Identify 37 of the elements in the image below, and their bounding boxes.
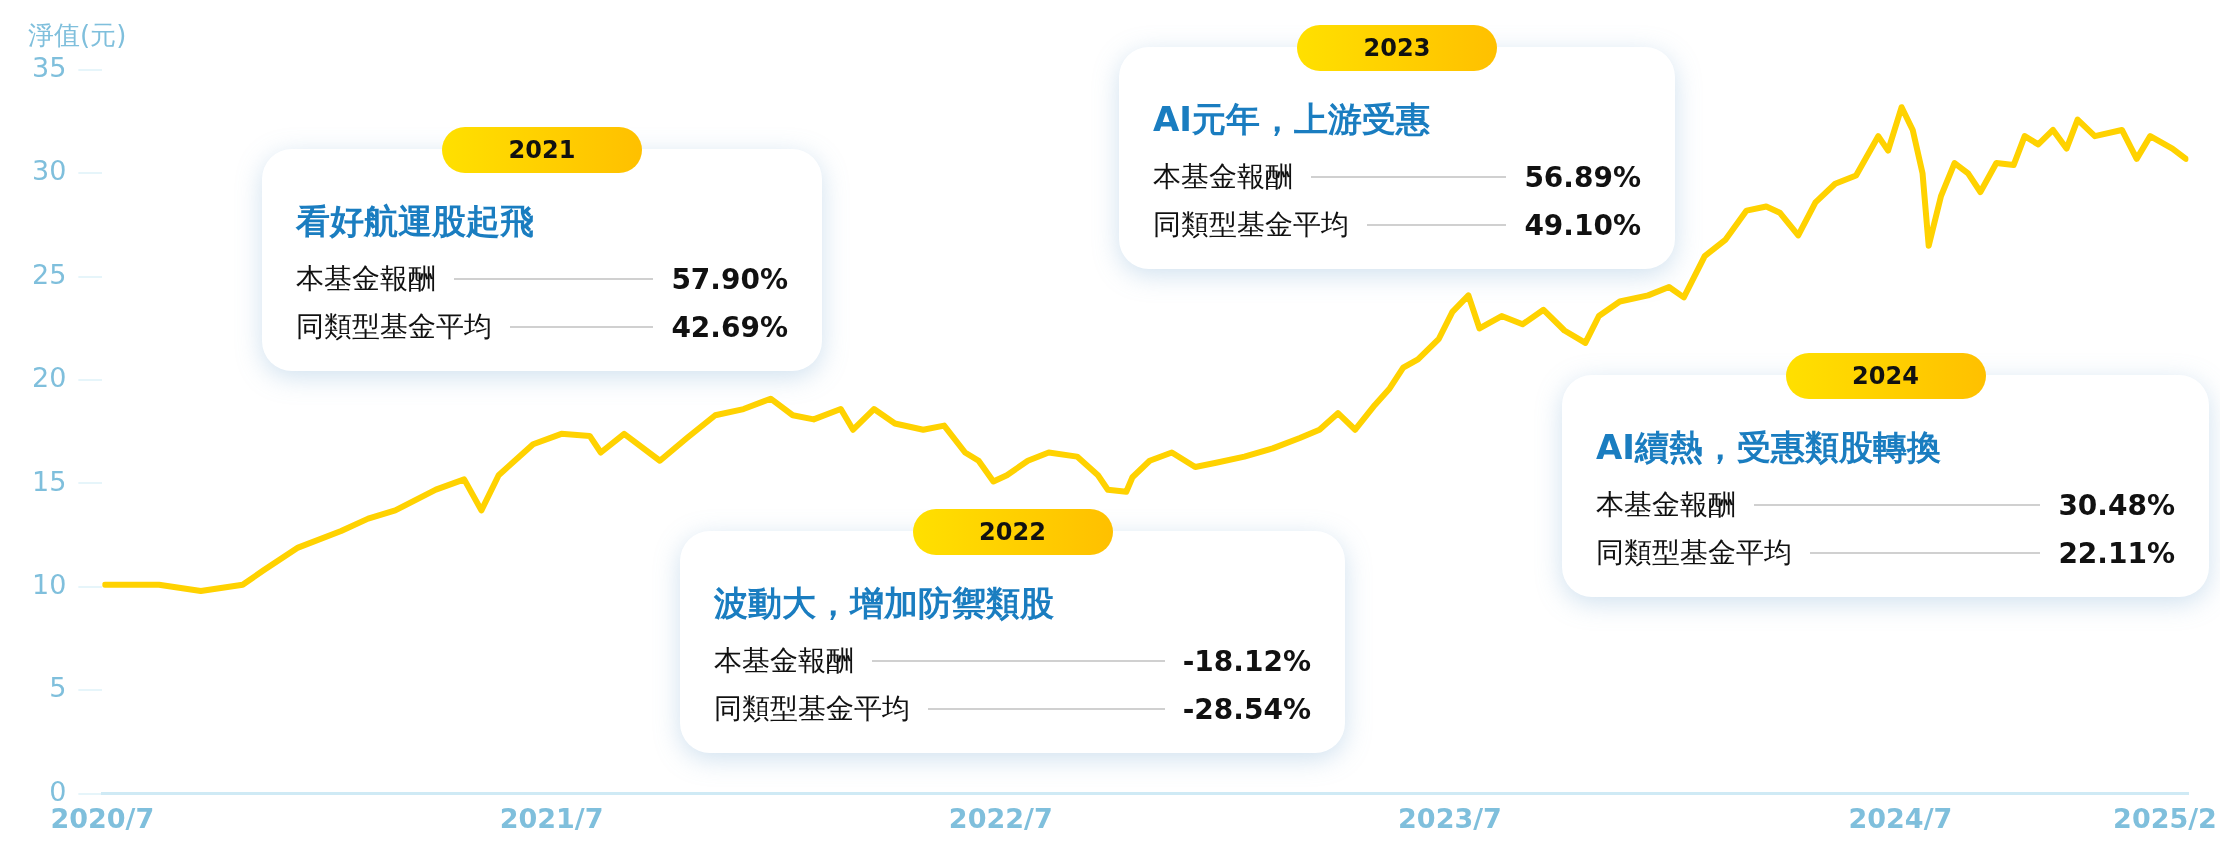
y-tick-label: 5 [49,672,67,704]
annotation: 56.89% [1524,160,1641,194]
y-axis-title: 淨值(元) [28,19,127,52]
year-badge: 2023 [1297,25,1497,71]
y-tick-label: 20 [32,362,67,394]
x-tick-label: 2023/7 [1398,802,1502,834]
annotation: AI續熱，受惠類股轉換 [1596,426,1942,469]
annotation: 同類型基金平均 [1596,535,1792,571]
y-tick-label: 15 [32,465,67,497]
annotation: 42.69% [671,310,788,344]
annotation: 同類型基金平均 [296,309,492,345]
annotation: 波動大，增加防禦類股 [714,582,1055,625]
x-tick-label: 2021/7 [499,802,604,834]
y-tick-label: 25 [32,258,67,290]
annotation: 看好航運股起飛 [296,200,535,243]
x-tick-label: 2022/7 [948,802,1053,834]
year-badge: 2022 [912,509,1113,555]
annotation: 同類型基金平均 [1153,207,1349,243]
annotation: AI元年，上游受惠 [1153,98,1431,141]
annotation: 本基金報酬 [714,643,854,679]
annotation: 30.48% [2058,488,2175,522]
annotation: 22.11% [2058,536,2175,570]
annotation: 本基金報酬 [296,261,436,297]
annotation: 49.10% [1524,208,1641,242]
annotation: 同類型基金平均 [714,691,910,727]
y-tick-label: 10 [32,568,67,600]
annotation: 本基金報酬 [1153,159,1293,195]
x-tick-label: 2025/2 [2113,802,2217,834]
annotation: 本基金報酬 [1596,487,1736,523]
y-tick-label: 30 [32,155,67,187]
x-tick-label: 2024/7 [1848,802,1953,834]
annotation: -28.54% [1182,692,1311,726]
year-badge: 2021 [442,127,642,173]
annotation: 57.90% [671,262,788,296]
y-tick-label: 35 [32,52,67,84]
year-badge: 2024 [1785,353,1986,399]
annotation: -18.12% [1182,644,1311,678]
